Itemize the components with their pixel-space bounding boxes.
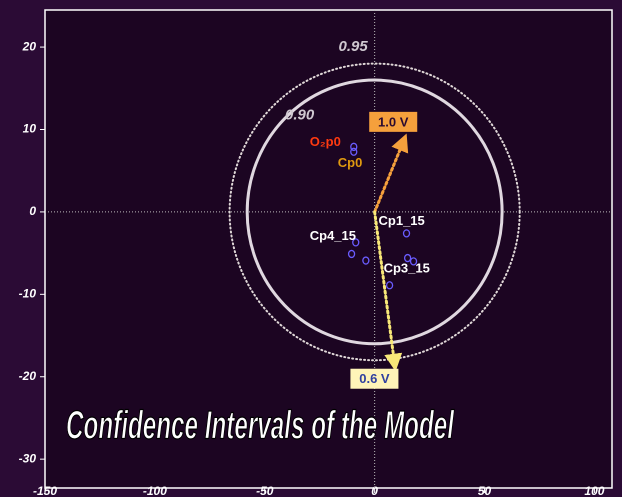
- point: [409, 257, 418, 266]
- series-label: O₂p0: [310, 134, 341, 149]
- point: [402, 229, 411, 238]
- arrow-label-box: [369, 111, 418, 132]
- point: [362, 256, 370, 265]
- confidence-ellipse: [245, 78, 504, 346]
- arrow-label: 1.0 V: [378, 114, 409, 129]
- ellipse-label: 0.90: [285, 106, 315, 123]
- series-label: Cp4_15: [310, 228, 356, 243]
- point: [350, 142, 358, 151]
- arrow: [373, 133, 409, 214]
- confidence-ellipse: [228, 62, 521, 362]
- point: [385, 281, 394, 290]
- y-tick-label: 10: [23, 122, 37, 136]
- arrow-label-box: [350, 368, 399, 389]
- ellipse-label: 0.95: [338, 38, 368, 55]
- series-label: Cp1_15: [379, 213, 425, 228]
- point: [347, 249, 356, 259]
- arrow-label: 0.6 V: [359, 371, 390, 386]
- y-tick-label: -30: [19, 451, 37, 465]
- point: [403, 253, 412, 263]
- y-tick-label: 0: [29, 204, 36, 218]
- arrow: [373, 210, 403, 372]
- y-tick-label: -10: [19, 286, 37, 300]
- point: [350, 147, 358, 156]
- chart-title: Confidence Intervals of the Model: [66, 404, 455, 448]
- series-label: Cp0: [338, 155, 363, 170]
- series-label: Cp3_15: [384, 261, 430, 276]
- y-tick-label: 20: [22, 39, 37, 53]
- point: [352, 238, 360, 247]
- y-tick-label: -20: [19, 369, 37, 383]
